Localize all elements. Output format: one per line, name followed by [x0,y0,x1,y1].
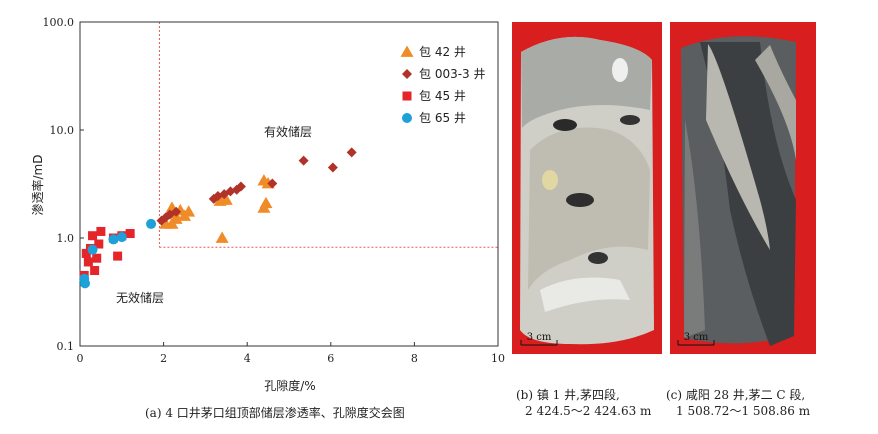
caption-b-line2: 2 424.5～2 424.63 m [525,404,652,418]
data-point [87,244,98,255]
legend-marker [402,113,412,123]
x-tick-label: 4 [244,352,251,365]
legend-marker [400,45,414,57]
scale-label-b: 3 cm [527,332,552,343]
data-point [146,218,157,229]
y-tick-label: 1.0 [57,232,75,245]
data-point [116,232,127,243]
annotation-effective: 有效储层 [264,124,312,139]
data-point [92,253,102,263]
data-point [96,226,106,236]
data-point [81,248,91,258]
legend-label: 包 003-3 井 [419,67,486,81]
x-tick-label: 6 [327,352,334,365]
core-photo-b: 3 cm [512,22,662,354]
annotation-ineffective: 无效储层 [116,290,164,305]
x-tick-label: 8 [411,352,418,365]
data-point [125,229,135,239]
caption-a: (a) 4 口井茅口组顶部储层渗透率、孔隙度交会图 [145,406,405,420]
data-point [165,217,179,229]
core-photo-c: 3 cm [670,22,816,354]
x-axis-label: 孔隙度/% [264,378,315,393]
scale-label-c: 3 cm [684,332,709,343]
y-axis-label: 渗透率/mD [30,155,45,216]
caption-c-line1: (c) 咸阳 28 井,茅二 C 段, [666,388,806,402]
data-point [267,178,278,189]
data-point [90,266,100,276]
data-point [327,162,338,173]
data-point [171,206,182,217]
data-point [83,257,93,267]
caption-b-line1: (b) 镇 1 井,茅四段, [516,388,620,402]
y-ticks: 0.1 1.0 10.0 100.0 [43,16,84,353]
y-tick-label: 10.0 [50,124,75,137]
data-point [113,251,123,261]
data-point [346,147,357,158]
data-point [219,193,233,205]
caption-c-line2: 1 508.72～1 508.86 m [676,404,811,418]
data-point [235,181,246,192]
data-point [80,278,91,289]
x-tick-label: 0 [77,352,84,365]
cutoff-lines [158,22,498,248]
y-tick-label: 0.1 [57,340,75,353]
data-point [257,201,271,213]
data-point [108,234,119,245]
legend-label: 包 45 井 [419,89,466,103]
legend-marker [402,91,412,101]
x-ticks: 0 2 4 6 8 10 [77,342,505,365]
data-point [215,231,229,243]
data-point [88,231,98,241]
x-tick-label: 10 [491,352,505,365]
legend-label: 包 65 井 [419,111,466,125]
legend: 包 42 井包 003-3 井包 45 井包 65 井 [400,45,486,125]
y-tick-label: 100.0 [43,16,75,29]
crossplot-chart: 0 2 4 6 8 10 0.1 1.0 10.0 100.0 孔隙度/% 渗透率/mD 有效储… [30,16,505,393]
legend-label: 包 42 井 [419,45,466,59]
plot-frame [79,21,499,347]
legend-marker [402,69,412,79]
data-points [79,147,357,289]
x-tick-label: 2 [160,352,167,365]
data-point [94,239,104,249]
axes [79,21,499,347]
data-point [178,209,191,221]
data-point [298,155,309,166]
